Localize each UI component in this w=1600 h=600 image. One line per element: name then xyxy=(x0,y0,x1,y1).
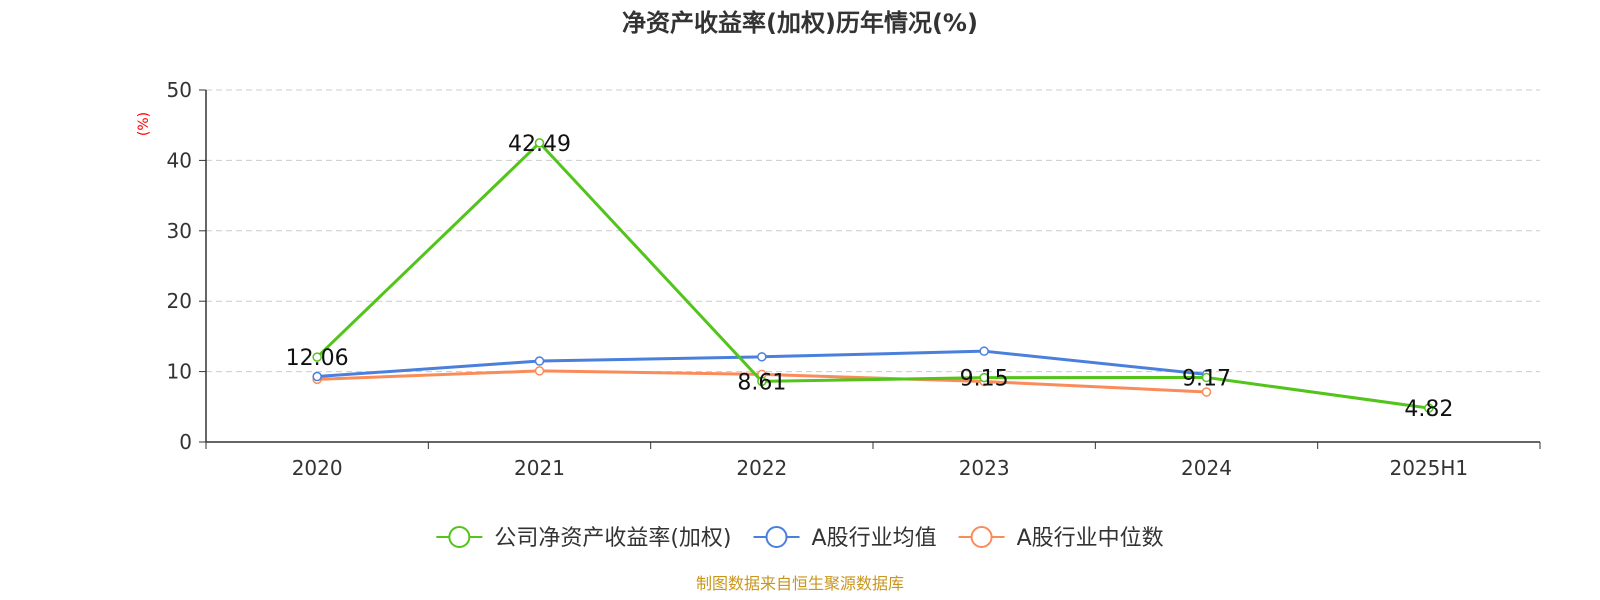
legend-item[interactable]: A股行业中位数 xyxy=(958,526,1164,551)
source-note: 制图数据来自恒生聚源数据库 xyxy=(696,574,904,593)
y-axis-label: (%) xyxy=(136,112,152,136)
legend-label: A股行业中位数 xyxy=(1017,526,1164,551)
data-label: 42.49 xyxy=(508,132,571,157)
data-point[interactable] xyxy=(312,352,322,362)
x-tick-label: 2022 xyxy=(736,456,787,480)
axes: 0 10 20 30 40 50 2020 2021 2022 2023 2024 2025H1 xyxy=(167,78,1541,480)
data-label: 8.61 xyxy=(737,370,786,395)
legend[interactable]: 公司净资产收益率(加权) A股行业均值 A股行业中位数 xyxy=(436,526,1164,551)
legend-label: 公司净资产收益率(加权) xyxy=(494,526,731,551)
x-tick-label: 2023 xyxy=(959,456,1010,480)
data-point[interactable] xyxy=(312,371,322,382)
data-point[interactable] xyxy=(979,346,989,356)
x-tick-label: 2024 xyxy=(1181,456,1232,480)
x-tick-label: 2021 xyxy=(514,456,565,480)
x-tick-label: 2020 xyxy=(292,456,343,480)
data-label: 9.17 xyxy=(1182,366,1231,391)
legend-item[interactable]: A股行业均值 xyxy=(753,526,937,551)
grid-lines xyxy=(206,89,1540,373)
data-point[interactable] xyxy=(979,372,989,383)
y-tick-label: 0 xyxy=(179,430,192,454)
data-point[interactable] xyxy=(534,138,545,148)
data-point[interactable] xyxy=(757,376,767,387)
series-lines xyxy=(312,138,1434,413)
y-tick-label: 10 xyxy=(167,360,192,384)
data-label: 9.15 xyxy=(960,367,1009,392)
data-label: 4.82 xyxy=(1404,397,1453,422)
y-tick-label: 30 xyxy=(167,219,192,243)
data-point[interactable] xyxy=(534,356,545,366)
data-point[interactable] xyxy=(1201,387,1212,397)
legend-label: A股行业均值 xyxy=(812,526,937,551)
data-point[interactable] xyxy=(534,366,545,376)
data-labels: 12.06 42.49 8.61 9.15 9.17 4.82 xyxy=(286,132,1454,422)
legend-marker xyxy=(970,526,993,548)
legend-marker xyxy=(765,526,788,548)
chart-title: 净资产收益率(加权)历年情况(%) xyxy=(622,9,978,37)
series-line xyxy=(316,141,1430,410)
data-label: 12.06 xyxy=(286,346,349,371)
data-point[interactable] xyxy=(1201,372,1212,383)
data-point[interactable] xyxy=(1424,403,1434,413)
y-tick-label: 20 xyxy=(167,289,192,313)
legend-marker xyxy=(448,526,471,548)
y-tick-label: 50 xyxy=(167,78,192,102)
data-point[interactable] xyxy=(757,352,767,362)
y-tick-label: 40 xyxy=(167,148,192,172)
legend-item[interactable]: 公司净资产收益率(加权) xyxy=(436,526,732,551)
x-tick-label: 2025H1 xyxy=(1389,456,1468,480)
